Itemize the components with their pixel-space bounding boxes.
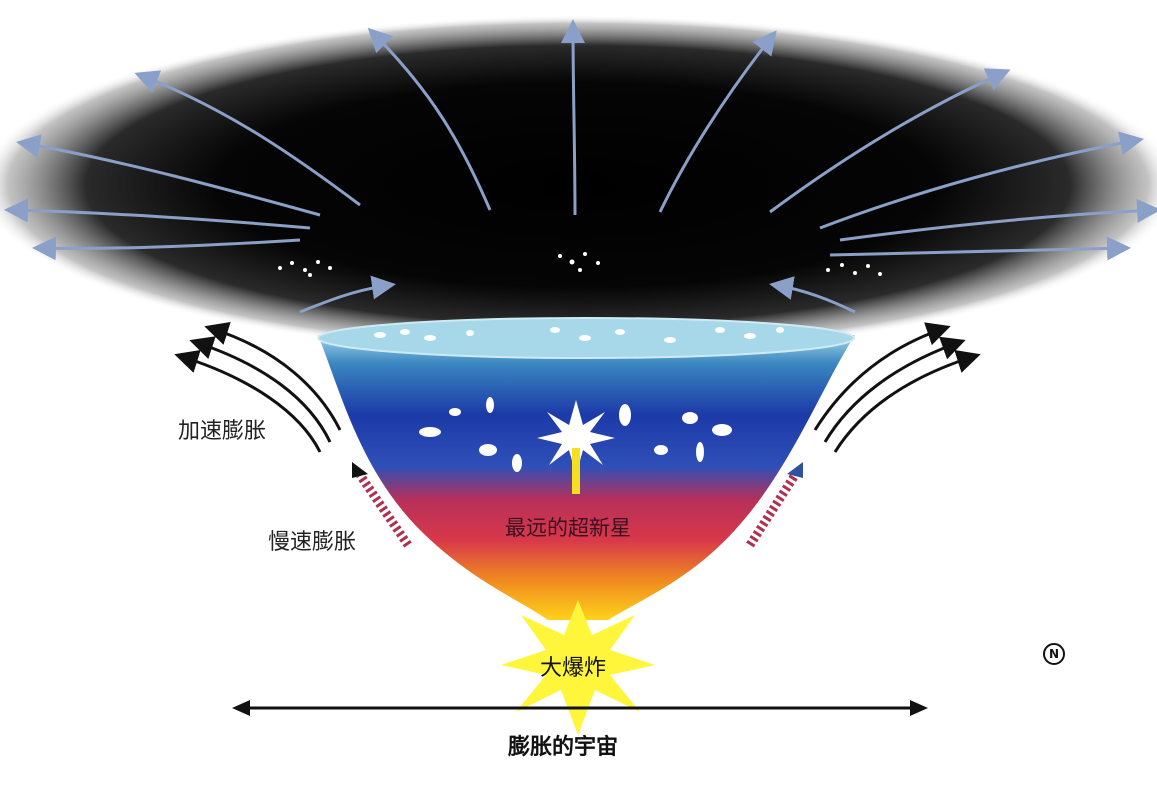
expanding-universe-label: 膨胀的宇宙: [508, 735, 619, 760]
slow-expansion-arrow-right: [746, 462, 803, 548]
universe-width-arrow: [232, 700, 928, 716]
big-bang-burst: [501, 600, 655, 735]
rim-galaxies: [374, 327, 784, 343]
accelerated-expansion-arrows-right: [813, 322, 981, 453]
slow-expansion-arrow-left: [352, 462, 412, 548]
accelerated-expansion-arrows-left: [174, 321, 342, 453]
corner-n-mark: N: [1043, 643, 1065, 665]
big-bang-label: 大爆炸: [540, 656, 607, 681]
dark-space-halo: [0, 15, 1157, 355]
supernova-star: [537, 400, 615, 494]
expansion-funnel: [318, 335, 855, 620]
accelerated-expansion-label: 加速膨胀: [178, 419, 267, 444]
distant-galaxy-clusters: [278, 252, 882, 277]
slow-expansion-label: 慢速膨胀: [268, 530, 357, 555]
early-galaxies: [419, 397, 732, 472]
expansion-arrows: [4, 19, 1157, 314]
farthest-supernova-label: 最远的超新星: [505, 516, 631, 540]
